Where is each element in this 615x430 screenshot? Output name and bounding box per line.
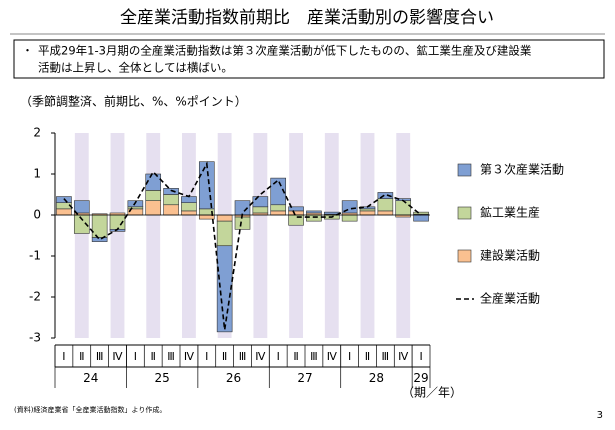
legend-swatch [457, 206, 472, 220]
bar-segment [163, 188, 179, 195]
x-tick-label: Ⅰ [277, 350, 280, 363]
summary-line: 活動は上昇し、全体としては横ばい。 [38, 61, 233, 75]
x-tick-label: Ⅲ [96, 350, 104, 363]
x-tick-label: Ⅰ [62, 350, 65, 363]
x-tick-label: Ⅰ [419, 350, 422, 363]
year-label: 24 [83, 371, 98, 385]
year-label: 28 [369, 371, 384, 385]
bar-segment [91, 214, 108, 238]
column-shade [146, 133, 161, 338]
bar-segment [288, 210, 304, 216]
bar-segment [359, 208, 376, 212]
legend-swatch [457, 249, 472, 263]
bar-segment [163, 194, 179, 206]
bar-segment [145, 173, 162, 191]
bar-segment [306, 214, 322, 222]
bar-segment [234, 216, 251, 230]
column-shade [110, 133, 125, 338]
bar-segment [288, 206, 304, 212]
bar-segment [252, 196, 269, 208]
year-label: 29 [413, 371, 428, 385]
bar-segment [145, 190, 162, 201]
bar-segment [234, 200, 251, 216]
chart-title: 全産業活動指数前期比 産業活動別の影響度合い [120, 8, 494, 28]
bar-segment [270, 210, 287, 216]
y-tick-label: -1 [29, 249, 41, 263]
bar-segment [377, 192, 394, 199]
x-axis-label: （期／年） [402, 386, 462, 400]
bar-segment [127, 206, 144, 210]
year-label: 25 [155, 371, 170, 385]
bar-segment [216, 214, 233, 222]
bar-segment [413, 211, 429, 215]
summary-box [13, 39, 605, 79]
column-shade [253, 133, 268, 338]
x-tick-label: Ⅲ [167, 350, 175, 363]
bar-segment [73, 200, 90, 214]
x-tick-label: Ⅳ [255, 350, 266, 363]
legend-label: 鉱工業生産 [480, 205, 540, 220]
bar-segment [198, 161, 215, 210]
bar-segment [359, 210, 376, 216]
bar-segment [270, 204, 287, 212]
x-tick-label: Ⅱ [222, 350, 227, 363]
subtitle: （季節調整済、前期比、%、%ポイント） [20, 94, 247, 109]
bar-segment [377, 210, 394, 216]
x-tick-label: Ⅳ [398, 350, 409, 363]
bar-segment [145, 200, 162, 216]
bar-segment [56, 208, 72, 216]
bar-segment [91, 237, 108, 242]
bar-segment [181, 196, 197, 204]
column-shade [396, 133, 411, 338]
bar-segment [163, 204, 179, 216]
x-tick-label: Ⅰ [134, 350, 137, 363]
y-tick-label: 0 [33, 208, 41, 222]
column-shade [360, 133, 375, 338]
source: (資料)経済産業省「全産業活動指数」より作成。 [14, 405, 166, 414]
bar-segment [181, 202, 197, 212]
y-tick-label: -2 [29, 290, 41, 304]
x-tick-label: Ⅱ [79, 350, 84, 363]
y-tick-label: 2 [33, 126, 41, 140]
bar-segment [270, 177, 287, 206]
year-label: 26 [226, 371, 241, 385]
y-tick-label: 1 [33, 167, 41, 181]
x-tick-label: Ⅳ [112, 350, 123, 363]
column-shade [182, 133, 196, 338]
year-label: 27 [297, 371, 312, 385]
bullet: ・ [22, 44, 33, 57]
column-shade [289, 133, 303, 338]
x-tick-label: Ⅳ [184, 350, 195, 363]
column-shade [74, 133, 89, 338]
x-tick-label: Ⅰ [205, 350, 208, 363]
legend-label: 第３次産業活動 [480, 162, 564, 177]
bar-segment [216, 220, 233, 247]
bar-segment [306, 210, 322, 214]
bar-segment [413, 214, 429, 222]
bar-segment [341, 214, 358, 222]
x-tick-label: Ⅲ [239, 350, 247, 363]
legend-label: 全産業活動 [480, 291, 540, 306]
page-number: 3 [597, 410, 603, 421]
bar-segment [216, 245, 233, 333]
x-tick-label: Ⅱ [293, 350, 298, 363]
legend-label: 建設業活動 [480, 248, 540, 263]
bar-segment [377, 198, 394, 212]
x-tick-label: Ⅰ [348, 350, 351, 363]
x-tick-label: Ⅲ [310, 350, 318, 363]
x-tick-label: Ⅲ [382, 350, 390, 363]
bar-segment [395, 200, 412, 216]
x-tick-label: Ⅱ [365, 350, 370, 363]
total-line [63, 161, 422, 330]
y-tick-label: -3 [29, 331, 41, 345]
column-shade [324, 133, 339, 338]
bar-segment [252, 206, 269, 214]
x-tick-label: Ⅱ [151, 350, 156, 363]
bar-segment [181, 210, 197, 216]
legend-swatch [457, 163, 472, 177]
summary-line: 平成29年1-3月期の全産業活動指数は第３次産業活動が低下したものの、鉱工業生産… [38, 44, 532, 58]
x-tick-label: Ⅳ [327, 350, 338, 363]
